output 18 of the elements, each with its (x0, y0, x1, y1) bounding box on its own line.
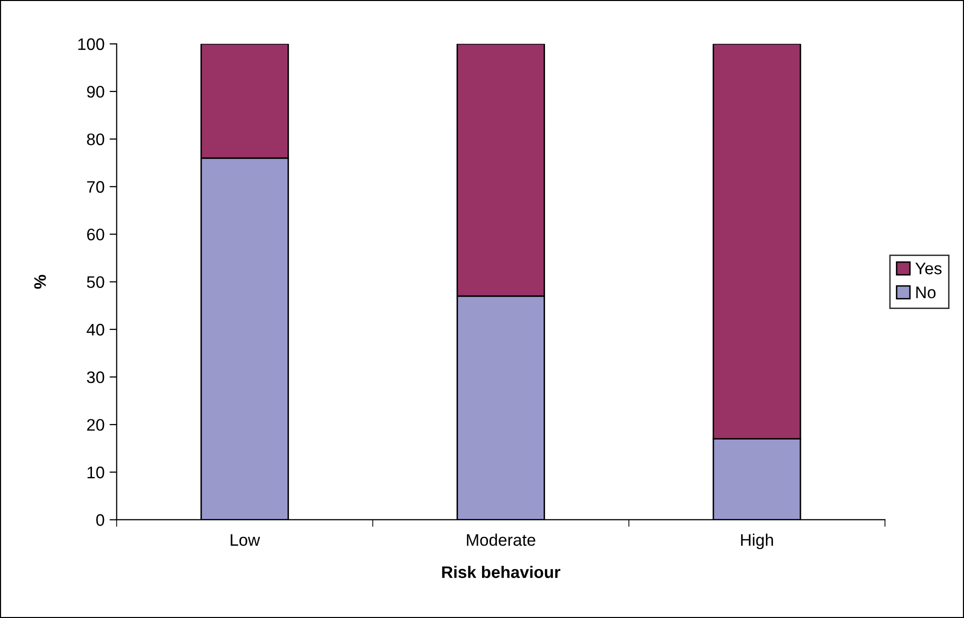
y-tick-label: 80 (87, 133, 104, 146)
y-tick-label: 90 (87, 86, 104, 98)
y-tick-label: 10 (88, 466, 104, 478)
y-tick-label: 100 (78, 38, 104, 50)
y-tick-label: 70 (87, 181, 104, 193)
y-tick-label: 60 (87, 228, 104, 240)
legend-label: Yes (915, 262, 942, 274)
y-tick-label: 20 (87, 418, 104, 431)
y-tick-label: 0 (96, 514, 104, 526)
x-tick-label: Moderate (466, 534, 536, 546)
y-tick-label: 50 (86, 276, 104, 288)
x-tick-label: High (741, 534, 773, 550)
y-tick-label: 40 (86, 324, 104, 336)
x-axis-title: Risk behaviour (442, 566, 560, 578)
y-axis-title: % (34, 274, 46, 289)
legend-label: No (916, 286, 936, 298)
y-tick-label: 30 (86, 371, 104, 384)
x-tick-label: Low (230, 534, 260, 546)
